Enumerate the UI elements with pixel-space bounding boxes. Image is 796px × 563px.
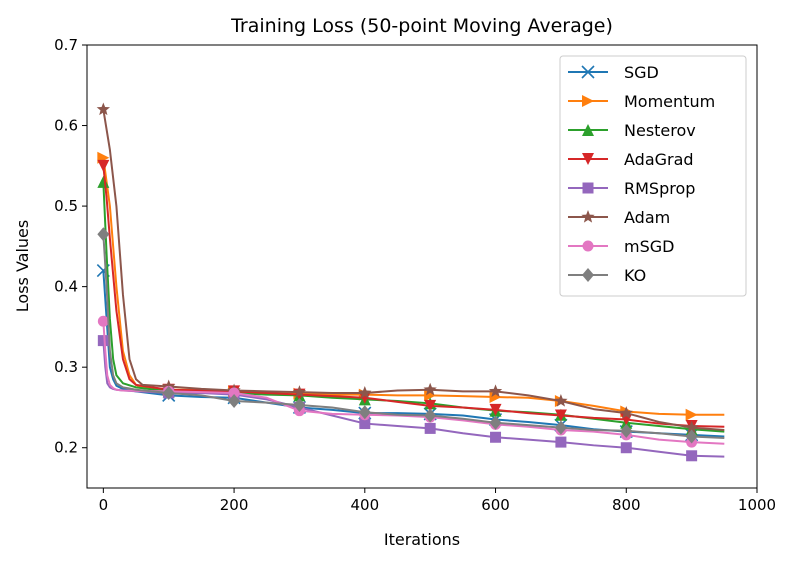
x-tick-label: 200 xyxy=(220,496,249,514)
data-point-rmsprop xyxy=(424,422,436,434)
data-point-adam xyxy=(619,406,633,419)
data-point-rmsprop xyxy=(359,418,371,430)
data-point-adam xyxy=(423,382,437,396)
legend-label-ko: KO xyxy=(624,266,646,285)
data-point-msgd xyxy=(228,387,240,399)
data-point-ko xyxy=(424,408,437,423)
data-point-rmsprop xyxy=(97,335,109,347)
legend-label-rmsprop: RMSprop xyxy=(624,179,695,198)
data-point-adam xyxy=(96,102,110,116)
legend-label-adam: Adam xyxy=(624,208,670,227)
y-tick-label: 0.5 xyxy=(54,197,78,215)
data-point-adam xyxy=(162,379,176,393)
legend-label-nesterov: Nesterov xyxy=(624,121,696,140)
legend-item-msgd: mSGD xyxy=(568,237,674,256)
data-point-adam xyxy=(488,384,503,398)
x-tick-label: 400 xyxy=(350,496,379,514)
data-point-ko xyxy=(97,227,110,242)
y-axis-label: Loss Values xyxy=(13,220,32,312)
legend-item-ko: KO xyxy=(568,266,646,285)
data-point-rmsprop xyxy=(490,431,502,443)
data-point-ko xyxy=(620,423,633,438)
chart-title: Training Loss (50-point Moving Average) xyxy=(230,15,613,37)
legend-item-momentum: Momentum xyxy=(568,92,715,111)
plot-area xyxy=(86,44,758,489)
series-line-adagrad xyxy=(102,165,725,428)
y-tick-label: 0.2 xyxy=(54,439,78,457)
series-line-ko xyxy=(102,234,725,440)
legend-label-msgd: mSGD xyxy=(624,237,674,256)
y-tick-label: 0.6 xyxy=(54,117,78,135)
plot-frame xyxy=(86,44,758,489)
data-point-ko xyxy=(489,415,502,430)
legend-item-adagrad: AdaGrad xyxy=(568,150,694,169)
legend-box xyxy=(559,55,747,297)
legend-item-sgd: SGD xyxy=(568,63,659,82)
legend-label-momentum: Momentum xyxy=(624,92,715,111)
legend-marker-adam xyxy=(581,210,595,223)
data-point-adagrad xyxy=(489,403,502,416)
data-point-ko xyxy=(358,405,371,420)
y-tick-label: 0.4 xyxy=(54,278,78,296)
legend-marker-nesterov xyxy=(582,124,594,136)
data-point-rmsprop xyxy=(686,450,698,462)
data-point-adam xyxy=(292,385,307,398)
data-point-momentum xyxy=(685,408,698,421)
series-layer xyxy=(96,102,725,462)
y-tick-label: 0.3 xyxy=(54,358,78,376)
data-point-adagrad xyxy=(424,399,437,412)
data-point-ko xyxy=(293,398,306,413)
data-point-ko xyxy=(685,429,698,444)
data-point-nesterov xyxy=(97,175,110,188)
data-point-ko xyxy=(554,420,567,435)
data-point-ko xyxy=(228,394,241,409)
data-point-adam xyxy=(684,420,699,434)
y-axis-ticks: 0.2 0.3 0.4 0.5 0.6 0.7 xyxy=(54,36,87,457)
x-tick-label: 0 xyxy=(99,496,109,514)
series-line-msgd xyxy=(102,321,725,445)
legend-marker-ko xyxy=(582,268,594,282)
y-tick-label: 0.7 xyxy=(54,36,78,54)
x-tick-label: 800 xyxy=(612,496,641,514)
data-point-ko xyxy=(162,385,175,400)
data-point-rmsprop xyxy=(620,442,632,454)
series-line-momentum xyxy=(102,157,725,416)
x-tick-label: 1000 xyxy=(738,496,776,514)
legend-label-adagrad: AdaGrad xyxy=(624,150,694,169)
legend-item-nesterov: Nesterov xyxy=(568,121,696,140)
legend: SGD Momentum Nesterov AdaGrad RMSprop Adam mSG… xyxy=(559,55,747,297)
series-line-adam xyxy=(102,109,725,432)
legend-item-rmsprop: RMSprop xyxy=(568,179,695,198)
x-tick-label: 600 xyxy=(481,496,510,514)
data-point-rmsprop xyxy=(555,436,567,448)
legend-marker-rmsprop xyxy=(582,182,594,194)
data-point-msgd xyxy=(97,315,109,327)
legend-marker-sgd xyxy=(581,65,595,79)
legend-marker-msgd xyxy=(582,240,594,252)
x-axis-label: Iterations xyxy=(384,530,460,549)
x-axis-ticks: 0 200 400 600 800 1000 xyxy=(99,488,776,514)
legend-item-adam: Adam xyxy=(568,208,670,227)
data-point-adam xyxy=(358,385,372,399)
legend-marker-adagrad xyxy=(582,153,594,165)
legend-marker-momentum xyxy=(582,95,594,107)
data-point-adagrad xyxy=(97,159,110,172)
data-point-adagrad xyxy=(554,409,567,422)
legend-label-sgd: SGD xyxy=(624,63,659,82)
series-ko xyxy=(97,227,725,444)
data-point-adam xyxy=(554,394,568,407)
